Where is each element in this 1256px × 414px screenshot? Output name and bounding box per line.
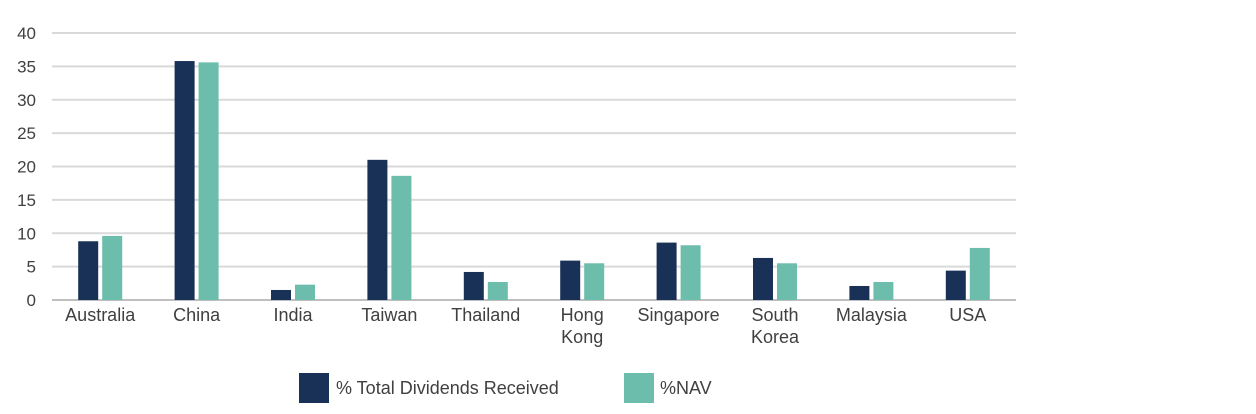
bars xyxy=(78,61,990,301)
x-category-label: Thailand xyxy=(451,305,520,325)
bar-dividends xyxy=(945,270,966,300)
bar-dividends xyxy=(753,257,773,300)
x-category-label: Taiwan xyxy=(361,305,417,325)
legend-swatch xyxy=(299,373,329,403)
x-category-label: Kong xyxy=(561,327,603,347)
bar-nav xyxy=(391,175,412,300)
x-category-label: Australia xyxy=(65,305,136,325)
bar-nav xyxy=(873,281,894,300)
y-tick-label: 15 xyxy=(17,191,36,210)
x-category-label: Korea xyxy=(751,327,800,347)
gridlines xyxy=(52,32,1016,301)
legend-label: % Total Dividends Received xyxy=(336,378,559,398)
bar-dividends xyxy=(656,242,677,300)
legend: % Total Dividends Received %NAV xyxy=(299,373,712,403)
bar-nav xyxy=(969,247,990,300)
y-tick-label: 30 xyxy=(17,91,36,110)
bar-dividends xyxy=(463,271,484,300)
x-category-label: USA xyxy=(949,305,986,325)
bar-nav xyxy=(295,284,315,300)
y-tick-label: 20 xyxy=(17,158,36,177)
x-axis: Australia China India Taiwan Thailand HongKon… xyxy=(65,305,986,347)
x-category-label: India xyxy=(273,305,313,325)
y-tick-label: 5 xyxy=(27,258,36,277)
x-category-label: Singapore xyxy=(638,305,720,325)
legend-swatch xyxy=(624,373,654,403)
x-category-label: Malaysia xyxy=(836,305,908,325)
y-tick-label: 25 xyxy=(17,124,36,143)
bar-dividends xyxy=(78,241,99,300)
bar-nav xyxy=(198,62,219,301)
bar-dividends xyxy=(174,61,195,300)
legend-label: %NAV xyxy=(660,378,712,398)
bar-nav xyxy=(102,235,123,300)
bar-nav xyxy=(584,263,605,300)
bar-dividends xyxy=(367,159,388,300)
bar-nav xyxy=(777,263,797,300)
y-tick-label: 40 xyxy=(17,24,36,43)
x-category-label: South xyxy=(751,305,798,325)
x-category-label: China xyxy=(173,305,221,325)
bar-dividends xyxy=(271,289,291,300)
y-tick-label: 0 xyxy=(27,291,36,310)
bar-nav xyxy=(680,245,701,300)
bar-nav xyxy=(487,281,508,300)
bar-dividends xyxy=(849,285,870,300)
y-tick-label: 35 xyxy=(17,57,36,76)
x-category-label: Hong xyxy=(561,305,604,325)
y-axis: 0 5 10 15 20 25 30 35 40 xyxy=(17,24,36,310)
y-tick-label: 10 xyxy=(17,224,36,243)
bar-dividends xyxy=(560,260,581,300)
